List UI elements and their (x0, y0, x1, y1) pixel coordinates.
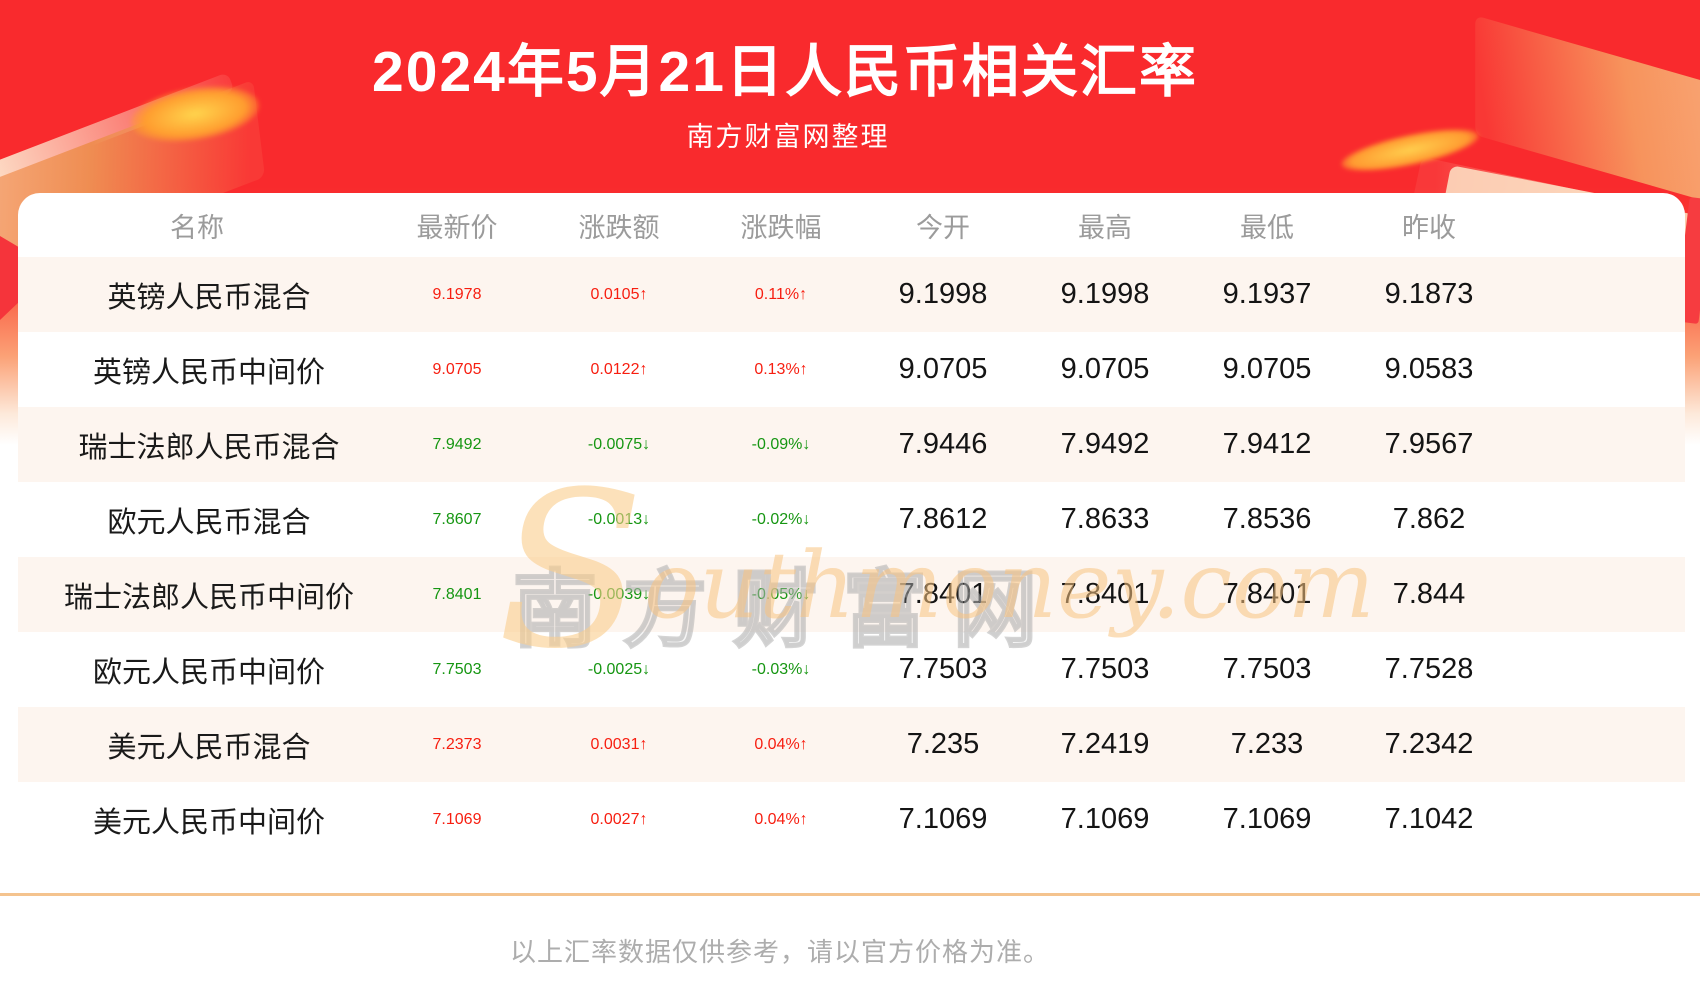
cell-change-pct: -0.05%↓ (751, 585, 811, 603)
cell-high: 7.1069 (1060, 803, 1150, 835)
page-subtitle: 南方财富网整理 (686, 122, 890, 152)
cell-latest: 7.9492 (432, 435, 482, 453)
cell-change: -0.0025↓ (587, 660, 651, 678)
table-row: 美元人民币混合 7.2373 0.0031↑ 0.04%↑ 7.235 7.24… (18, 707, 1685, 782)
cell-prev-close: 7.2342 (1384, 728, 1474, 760)
cell-change: 0.0027↑ (590, 810, 648, 828)
header-cell-change-pct: 涨跌幅 (740, 212, 822, 243)
cell-name: 欧元人民币混合 (107, 506, 311, 539)
cell-change: -0.0013↓ (587, 510, 651, 528)
cell-open: 7.8612 (898, 503, 988, 535)
cell-prev-close: 9.1873 (1384, 278, 1474, 310)
cell-latest: 9.0705 (432, 360, 482, 378)
cell-high: 7.9492 (1060, 428, 1150, 460)
cell-latest: 7.8607 (432, 510, 482, 528)
cell-change-pct: -0.03%↓ (751, 660, 811, 678)
cell-change-pct: 0.13%↑ (754, 360, 808, 378)
cell-name: 美元人民币中间价 (92, 806, 325, 839)
cell-change: 0.0031↑ (590, 735, 648, 753)
cell-prev-close: 9.0583 (1384, 353, 1474, 385)
footer-divider (0, 893, 1700, 896)
cell-high: 7.2419 (1060, 728, 1150, 760)
table-row: 英镑人民币中间价 9.0705 0.0122↑ 0.13%↑ 9.0705 9.… (18, 332, 1685, 407)
table-row: 英镑人民币混合 9.1978 0.0105↑ 0.11%↑ 9.1998 9.1… (18, 257, 1685, 332)
cell-open: 9.0705 (898, 353, 988, 385)
footer-disclaimer: 以上汇率数据仅供参考，请以官方价格为准。 (509, 937, 1051, 967)
table-row: 瑞士法郎人民币中间价 7.8401 -0.0039↓ -0.05%↓ 7.840… (18, 557, 1685, 632)
cell-change-pct: -0.09%↓ (751, 435, 811, 453)
cell-name: 英镑人民币混合 (107, 281, 311, 314)
cell-change: -0.0075↓ (587, 435, 651, 453)
cell-prev-close: 7.1042 (1384, 803, 1474, 835)
cell-open: 7.8401 (898, 578, 988, 610)
cell-latest: 7.8401 (432, 585, 482, 603)
cell-name: 美元人民币混合 (107, 731, 311, 764)
header-cell-name: 名称 (170, 212, 224, 243)
page-title: 2024年5月21日人民币相关汇率 (372, 40, 1198, 104)
cell-low: 7.8536 (1222, 503, 1312, 535)
cell-latest: 7.1069 (432, 810, 482, 828)
table-header-row: 名称 最新价 涨跌额 涨跌幅 今开 最高 最低 昨收 (18, 193, 1685, 257)
cell-high: 7.8401 (1060, 578, 1150, 610)
cell-change-pct: 0.11%↑ (754, 285, 808, 303)
rates-table: 名称 最新价 涨跌额 涨跌幅 今开 最高 最低 昨收 英镑人民币混合 9.197… (18, 193, 1685, 857)
cell-low: 7.1069 (1222, 803, 1312, 835)
table-row: 欧元人民币混合 7.8607 -0.0013↓ -0.02%↓ 7.8612 7… (18, 482, 1685, 557)
cell-low: 7.8401 (1222, 578, 1312, 610)
cell-change-pct: 0.04%↑ (754, 735, 808, 753)
cell-name: 瑞士法郎人民币混合 (78, 431, 340, 464)
header-cell-low: 最低 (1240, 212, 1294, 243)
cell-high: 9.1998 (1060, 278, 1150, 310)
table-row: 美元人民币中间价 7.1069 0.0027↑ 0.04%↑ 7.1069 7.… (18, 782, 1685, 857)
cell-high: 7.7503 (1060, 653, 1150, 685)
cell-prev-close: 7.7528 (1384, 653, 1474, 685)
cell-low: 9.1937 (1222, 278, 1312, 310)
cell-name: 英镑人民币中间价 (92, 356, 325, 389)
cell-open: 7.1069 (898, 803, 988, 835)
cell-high: 9.0705 (1060, 353, 1150, 385)
cell-latest: 9.1978 (432, 285, 482, 303)
cell-prev-close: 7.844 (1392, 578, 1466, 610)
header-cell-latest: 最新价 (416, 212, 498, 243)
cell-change-pct: -0.02%↓ (751, 510, 811, 528)
cell-change: 0.0122↑ (590, 360, 648, 378)
cell-low: 9.0705 (1222, 353, 1312, 385)
header-cell-high: 最高 (1078, 212, 1132, 243)
cell-open: 7.9446 (898, 428, 988, 460)
cell-change: -0.0039↓ (587, 585, 651, 603)
header-cell-open: 今开 (916, 212, 970, 243)
cell-open: 7.7503 (898, 653, 988, 685)
cell-change-pct: 0.04%↑ (754, 810, 808, 828)
table-row: 瑞士法郎人民币混合 7.9492 -0.0075↓ -0.09%↓ 7.9446… (18, 407, 1685, 482)
header-cell-prev-close: 昨收 (1402, 212, 1456, 243)
cell-name: 欧元人民币中间价 (92, 656, 325, 689)
cell-high: 7.8633 (1060, 503, 1150, 535)
cell-low: 7.7503 (1222, 653, 1312, 685)
cell-low: 7.233 (1230, 728, 1304, 760)
cell-prev-close: 7.862 (1392, 503, 1466, 535)
cell-name: 瑞士法郎人民币中间价 (63, 581, 354, 614)
header-cell-change: 涨跌额 (578, 212, 660, 243)
cell-latest: 7.2373 (432, 735, 482, 753)
cell-prev-close: 7.9567 (1384, 428, 1474, 460)
table-row: 欧元人民币中间价 7.7503 -0.0025↓ -0.03%↓ 7.7503 … (18, 632, 1685, 707)
cell-low: 7.9412 (1222, 428, 1312, 460)
cell-open: 7.235 (906, 728, 980, 760)
cell-latest: 7.7503 (432, 660, 482, 678)
cell-change: 0.0105↑ (590, 285, 648, 303)
cell-open: 9.1998 (898, 278, 988, 310)
